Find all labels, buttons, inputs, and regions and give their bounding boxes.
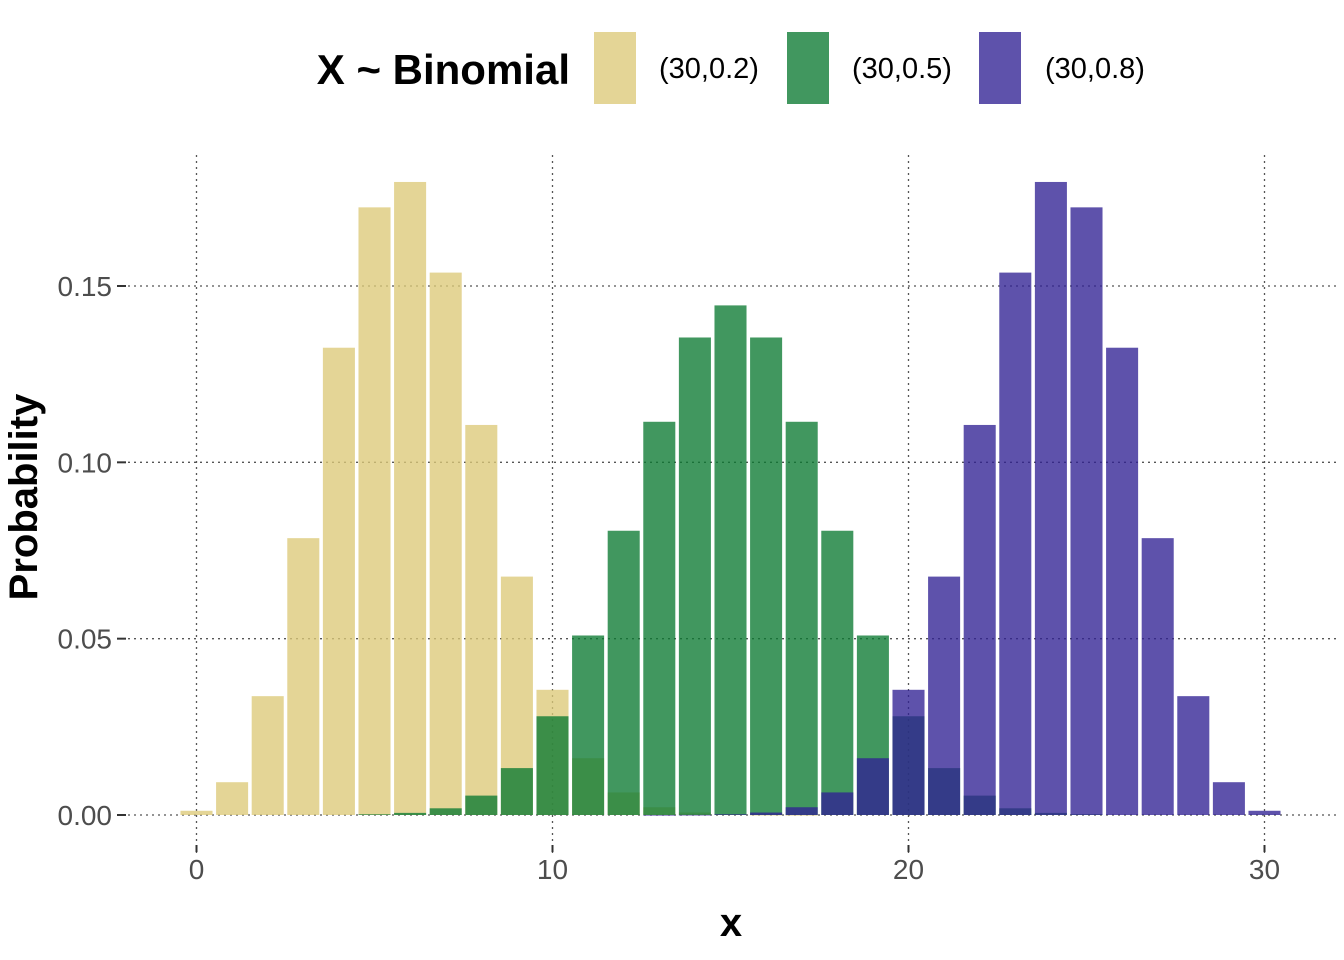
- bar: [785, 814, 818, 816]
- legend-key: [594, 32, 636, 104]
- bar: [358, 207, 391, 815]
- legend-item: (30,0.5): [787, 32, 952, 104]
- legend-key: [787, 32, 829, 104]
- bars: [180, 181, 1281, 816]
- y-axis-title: Probability: [2, 393, 46, 600]
- legend: X ~ Binomial (30,0.2) (30,0.5) (30,0.8): [317, 32, 1145, 104]
- bar: [643, 814, 676, 816]
- bar: [607, 530, 640, 815]
- legend-label: (30,0.8): [1045, 53, 1145, 85]
- bar: [251, 696, 284, 815]
- bar: [785, 421, 818, 815]
- bar: [714, 814, 747, 815]
- bar: [1177, 696, 1210, 815]
- bar: [750, 814, 783, 816]
- legend-item: (30,0.8): [979, 32, 1145, 104]
- bar: [750, 337, 783, 815]
- axes: 0 10 20 30 0.00 0.05 0.10 0.15: [58, 271, 1281, 885]
- bar: [999, 272, 1032, 816]
- bar: [1248, 810, 1281, 815]
- bar: [572, 635, 605, 815]
- bar: [785, 807, 818, 815]
- bar: [500, 768, 533, 815]
- bar: [821, 530, 854, 815]
- legend-item: (30,0.2): [594, 32, 759, 104]
- bar: [287, 538, 320, 815]
- legend-key: [979, 32, 1021, 104]
- bar: [1106, 347, 1139, 815]
- bar: [678, 337, 711, 815]
- x-tick-label: 30: [1249, 854, 1280, 885]
- bar: [678, 814, 711, 816]
- y-tick-label: 0.10: [58, 447, 113, 478]
- bar-series: [643, 181, 1281, 816]
- bar: [465, 795, 498, 815]
- bar: [394, 181, 427, 816]
- x-tick-label: 20: [893, 854, 924, 885]
- bar: [1212, 782, 1245, 815]
- bar: [821, 792, 854, 815]
- bar: [180, 810, 213, 815]
- legend-label: (30,0.2): [659, 53, 759, 85]
- bar: [465, 424, 498, 815]
- bar: [643, 421, 676, 815]
- y-tick-label: 0.00: [58, 800, 113, 831]
- bar: [394, 812, 427, 815]
- bar: [322, 347, 355, 815]
- bar: [429, 808, 462, 815]
- bar: [536, 716, 569, 815]
- bar: [856, 758, 889, 815]
- y-tick-label: 0.05: [58, 624, 113, 655]
- legend-label: (30,0.5): [852, 53, 952, 85]
- x-axis-title: x: [720, 901, 742, 945]
- bar: [1034, 181, 1067, 816]
- bar: [429, 272, 462, 816]
- bar: [1070, 207, 1103, 815]
- bar: [1141, 538, 1174, 815]
- bar: [928, 576, 961, 815]
- bar: [714, 305, 747, 815]
- bar: [358, 814, 391, 815]
- x-tick-label: 0: [189, 854, 205, 885]
- bar: [963, 424, 996, 815]
- bar: [892, 689, 925, 815]
- bar: [216, 782, 249, 815]
- y-tick-label: 0.15: [58, 271, 113, 302]
- bar-series: [180, 181, 818, 816]
- x-tick-label: 10: [537, 854, 568, 885]
- bar: [750, 812, 783, 815]
- legend-title: X ~ Binomial: [317, 46, 570, 93]
